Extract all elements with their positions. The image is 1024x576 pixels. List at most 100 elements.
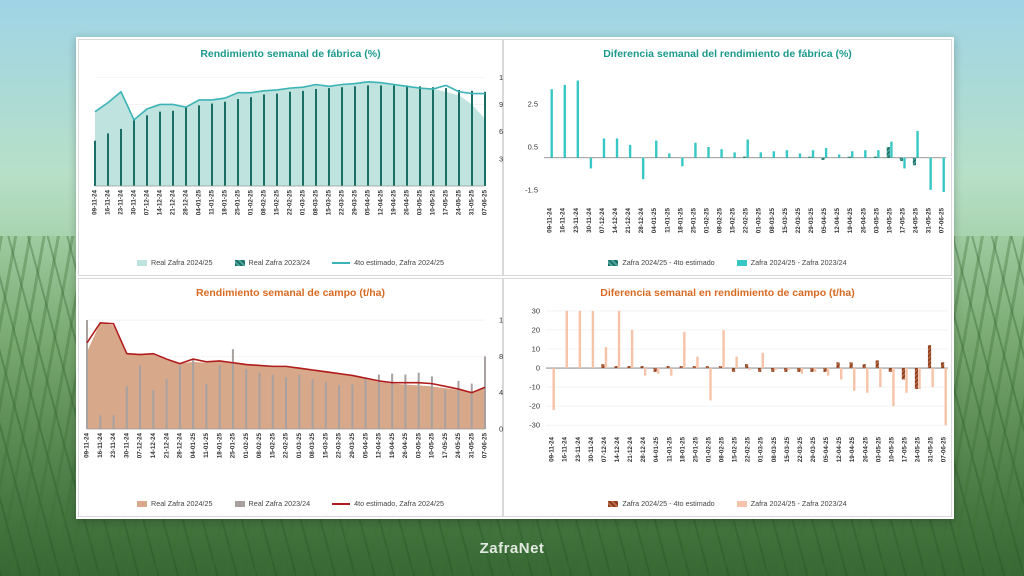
x-tick-label: 28-12-24 — [638, 208, 645, 234]
x-tick-label: 29-03-25 — [349, 433, 356, 459]
bar-diff-vs-2023-24 — [759, 152, 762, 158]
bar-real-2023-24 — [458, 89, 460, 186]
x-tick-label: 15-03-25 — [322, 433, 329, 459]
x-tick-label: 21-12-24 — [627, 437, 634, 463]
bar-real-2023-24 — [341, 87, 343, 186]
bar-diff-vs-2023-24 — [916, 130, 919, 158]
x-tick-label: 23-11-24 — [110, 433, 117, 458]
brand-logo-text: ZafraNet — [479, 540, 545, 557]
x-tick-label: 07-06-25 — [939, 208, 946, 234]
bar-real-2023-24 — [94, 140, 96, 186]
bar-diff-vs-4to-estimado — [899, 157, 903, 161]
bar-diff-vs-4to-estimado — [614, 366, 618, 369]
bar-real-2023-24 — [99, 415, 102, 429]
bar-real-2023-24 — [406, 85, 408, 186]
bar-real-2023-24 — [271, 374, 274, 429]
bar-diff-vs-2023-24 — [866, 368, 869, 393]
bar-diff-vs-4to-estimado — [679, 366, 683, 369]
x-tick-label: 08-03-25 — [769, 208, 776, 234]
x-tick-label: 11-01-25 — [664, 208, 671, 233]
bar-diff-vs-4to-estimado — [771, 368, 775, 372]
bar-real-2023-24 — [311, 379, 314, 429]
bar-diff-vs-2023-24 — [877, 150, 880, 158]
y-tick-label: 30 — [532, 306, 540, 315]
y-tick-label: 6 — [499, 127, 503, 136]
x-tick-label: 16-11-24 — [562, 437, 569, 462]
x-tick-label: 05-04-25 — [823, 437, 830, 463]
bar-diff-vs-2023-24 — [787, 368, 791, 370]
x-tick-label: 25-01-25 — [230, 433, 237, 459]
x-tick-label: 04-01-25 — [651, 208, 658, 234]
x-tick-label: 10-05-25 — [430, 190, 437, 216]
x-tick-label: 30-11-24 — [586, 208, 593, 233]
bar-diff-vs-2023-24 — [800, 368, 804, 374]
y-tick-label: -30 — [529, 421, 540, 430]
bar-diff-vs-2023-24 — [657, 368, 660, 374]
bar-diff-vs-2023-24 — [824, 148, 828, 158]
bar-real-2023-24 — [391, 373, 394, 429]
legend-label: Zafra 2024/25 - Zafra 2023/24 — [750, 499, 847, 508]
bar-real-2023-24 — [152, 389, 155, 429]
x-tick-label: 03-05-25 — [873, 208, 880, 234]
x-tick-label: 01-02-25 — [705, 437, 712, 463]
bar-real-2023-24 — [159, 111, 161, 186]
legend-item: Real Zafra 2024/25 — [137, 258, 213, 267]
panel-field-yield: Rendimiento semanal de campo (t/ha) 0 40 8… — [78, 278, 504, 517]
y-tick-label: 0.5 — [528, 143, 538, 152]
x-tick-label: 07-06-25 — [482, 190, 489, 216]
x-tick-label: 15-02-25 — [730, 208, 737, 234]
bar-diff-vs-4to-estimado — [914, 368, 919, 389]
bar-diff-vs-2023-24 — [643, 368, 647, 376]
legend-swatch — [332, 502, 351, 505]
x-tick-label: 10-05-25 — [429, 433, 436, 459]
x-tick-label: 14-12-24 — [614, 437, 621, 463]
bar-diff-vs-2023-24 — [746, 139, 749, 158]
x-tick-label: 01-03-25 — [296, 433, 303, 459]
legend-swatch — [234, 500, 245, 507]
x-tick-label: 10-05-25 — [888, 437, 895, 463]
y-tick-label: 12 — [499, 73, 504, 82]
y-tick-label: -1.5 — [525, 185, 538, 194]
bar-diff-vs-2023-24 — [589, 157, 593, 169]
x-tick-label: 01-02-25 — [703, 208, 710, 234]
bar-real-2023-24 — [120, 128, 122, 186]
x-tick-label: 04-01-25 — [190, 433, 197, 459]
bar-diff-vs-4to-estimado — [886, 147, 890, 158]
field-yield-diff-chart: -30 -20 -10 0 10 20 30 09-11-24 16-11-24 23-11-24… — [529, 306, 948, 463]
x-tick-label: 08-02-25 — [261, 190, 268, 216]
y-tick-label: 9 — [499, 100, 503, 109]
x-tick-label: 17-05-25 — [901, 437, 908, 463]
y-tick-label: 3 — [499, 154, 503, 163]
y-tick-label: 80 — [499, 352, 504, 361]
bar-diff-vs-2023-24 — [709, 368, 712, 401]
bar-real-2023-24 — [445, 88, 447, 186]
bar-diff-vs-2023-24 — [826, 368, 830, 376]
x-tick-label: 08-02-25 — [719, 437, 726, 463]
chart-title: Rendimiento semanal de fábrica (%) — [200, 48, 381, 60]
bar-diff-vs-2023-24 — [942, 157, 945, 192]
x-tick-label: 25-01-25 — [692, 437, 699, 463]
legend-label: 4to estimado, Zafra 2024/25 — [354, 499, 444, 508]
x-tick-label: 11-01-25 — [209, 190, 216, 215]
legend-label: Zafra 2024/25 - 4to estimado — [622, 258, 715, 267]
x-tick-label: 08-02-25 — [717, 208, 724, 234]
bar-diff-vs-2023-24 — [772, 151, 776, 158]
x-tick-label: 22-02-25 — [745, 437, 752, 463]
y-tick-label: 2.5 — [528, 100, 538, 109]
legend-item: Real Zafra 2023/24 — [234, 499, 310, 508]
x-tick-label: 30-11-24 — [131, 190, 138, 215]
x-tick-label: 07-12-24 — [599, 208, 606, 234]
bar-real-2023-24 — [315, 89, 317, 186]
chart-title: Diferencia semanal en rendimiento de cam… — [600, 287, 855, 299]
bar-diff-vs-4to-estimado — [821, 157, 825, 160]
bar-diff-vs-4to-estimado — [873, 156, 877, 158]
bar-real-2023-24 — [250, 97, 252, 186]
x-tick-label: 15-02-25 — [269, 433, 276, 459]
x-tick-label: 19-04-25 — [847, 208, 854, 234]
x-tick-label: 05-04-25 — [365, 190, 372, 216]
legend-swatch — [608, 500, 619, 507]
bar-diff-vs-2023-24 — [931, 368, 934, 388]
bar-diff-vs-4to-estimado — [666, 366, 670, 369]
y-tick-label: 40 — [499, 388, 504, 397]
bar-diff-vs-4to-estimado — [640, 366, 644, 369]
